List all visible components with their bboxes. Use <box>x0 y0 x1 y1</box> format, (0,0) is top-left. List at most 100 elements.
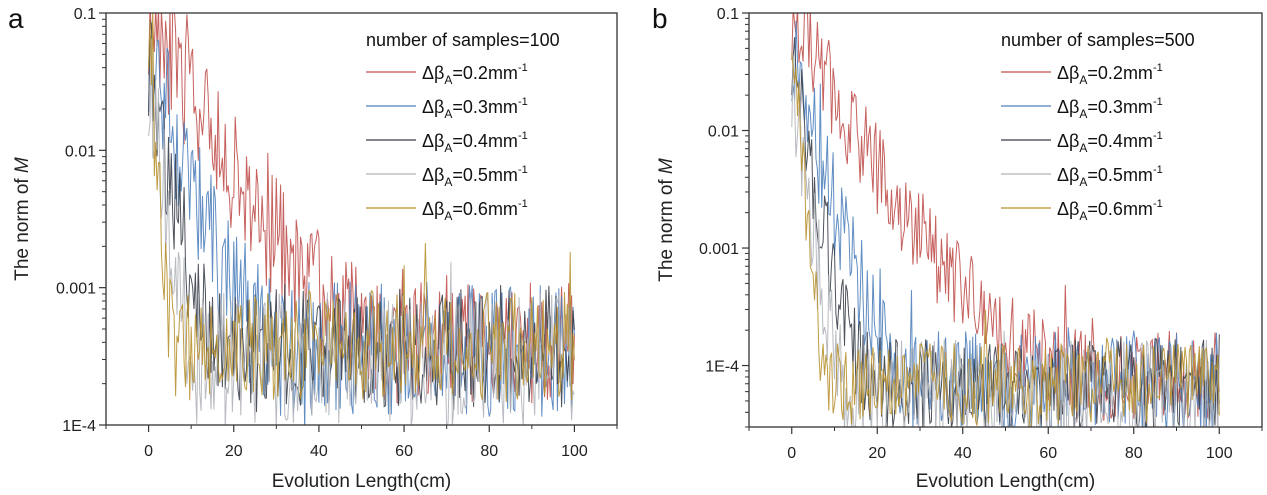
legend-item: ΔβA=0.2mm-1 <box>1001 62 1163 87</box>
legend-label-sup: -1 <box>518 96 528 108</box>
legend-label-sub: A <box>1079 141 1087 155</box>
legend-label-main: Δβ <box>1057 199 1079 219</box>
legend-label-value: =0.3mm <box>452 97 518 117</box>
legend-label: ΔβA=0.4mm-1 <box>1057 130 1163 155</box>
legend-label-main: Δβ <box>1057 165 1079 185</box>
legend-label: ΔβA=0.2mm-1 <box>1057 62 1163 87</box>
legend-label-main: Δβ <box>422 165 444 185</box>
x-tick-label: 80 <box>1125 445 1143 462</box>
panel-a: 0 20 40 60 80 100 0.1 0.01 0.001 1E-4 Evolution Le… <box>8 3 618 492</box>
panel-b: 0 20 40 60 80 100 0.1 0.01 0.001 1E-4 Evolution Le… <box>652 3 1263 492</box>
x-axis-title: Evolution Length(cm) <box>916 471 1096 492</box>
legend-label-value: =0.4mm <box>1087 131 1153 151</box>
legend-label-main: Δβ <box>1057 97 1079 117</box>
legend-item: ΔβA=0.2mm-1 <box>366 62 528 87</box>
x-tick-label: 100 <box>561 443 588 460</box>
x-tick-label: 0 <box>144 443 153 460</box>
y-axis-title-symbol: M <box>12 157 33 173</box>
legend-label: ΔβA=0.4mm-1 <box>422 130 528 155</box>
x-tick-label: 40 <box>310 443 328 460</box>
plot-area <box>791 13 1220 427</box>
legend-label-sub: A <box>1079 73 1087 87</box>
legend-label: ΔβA=0.6mm-1 <box>1057 198 1163 223</box>
legend-label-value: =0.4mm <box>452 131 518 151</box>
legend-label: ΔβA=0.6mm-1 <box>422 198 528 223</box>
legend: number of samples=500ΔβA=0.2mm-1ΔβA=0.3m… <box>1001 30 1195 223</box>
legend-label-value: =0.5mm <box>452 165 518 185</box>
legend-label-sub: A <box>1079 175 1087 189</box>
y-axis-title-text: The norm of <box>12 173 33 281</box>
legend-label: ΔβA=0.5mm-1 <box>1057 164 1163 189</box>
legend-label-sup: -1 <box>1153 96 1163 108</box>
legend-label-sub: A <box>1079 107 1087 121</box>
legend-item: ΔβA=0.3mm-1 <box>366 96 528 121</box>
legend-label-sup: -1 <box>518 164 528 176</box>
series-line-2 <box>791 37 1220 427</box>
series-line-4 <box>148 13 575 403</box>
legend-label-sub: A <box>444 209 452 223</box>
legend-label-sup: -1 <box>518 198 528 210</box>
legend-label-main: Δβ <box>422 63 444 83</box>
y-tick-label: 0.001 <box>699 241 739 258</box>
x-tick-label: 20 <box>868 445 886 462</box>
legend-label-sup: -1 <box>1153 130 1163 142</box>
legend-item: ΔβA=0.4mm-1 <box>366 130 528 155</box>
legend-item: ΔβA=0.4mm-1 <box>1001 130 1163 155</box>
series-line-4 <box>791 53 1220 427</box>
legend-label: ΔβA=0.3mm-1 <box>1057 96 1163 121</box>
x-axis-title: Evolution Length(cm) <box>272 471 452 492</box>
legend-title: number of samples=100 <box>366 30 560 50</box>
legend-label: ΔβA=0.2mm-1 <box>422 62 528 87</box>
legend-label-main: Δβ <box>422 199 444 219</box>
y-tick-label: 0.01 <box>65 143 96 160</box>
legend-title: number of samples=500 <box>1001 30 1195 50</box>
y-tick-label: 0.1 <box>717 6 739 23</box>
legend-label-sub: A <box>444 141 452 155</box>
legend-item: ΔβA=0.5mm-1 <box>1001 164 1163 189</box>
y-axis-title-text: The norm of <box>656 174 677 282</box>
legend-label: ΔβA=0.3mm-1 <box>422 96 528 121</box>
legend-label-sup: -1 <box>518 62 528 74</box>
legend-label-sup: -1 <box>1153 198 1163 210</box>
x-tick-label: 40 <box>954 445 972 462</box>
legend-label: ΔβA=0.5mm-1 <box>422 164 528 189</box>
y-axis-title-symbol: M <box>656 158 677 174</box>
legend-item: ΔβA=0.3mm-1 <box>1001 96 1163 121</box>
legend-label-main: Δβ <box>1057 131 1079 151</box>
legend-label-sub: A <box>444 73 452 87</box>
legend-label-value: =0.5mm <box>1087 165 1153 185</box>
panel-label: b <box>652 3 668 34</box>
legend-label-value: =0.3mm <box>1087 97 1153 117</box>
y-tick-label: 0.01 <box>708 124 739 141</box>
legend-label-sup: -1 <box>1153 164 1163 176</box>
x-tick-label: 60 <box>395 443 413 460</box>
legend-label-value: =0.2mm <box>1087 63 1153 83</box>
legend-label-sub: A <box>444 107 452 121</box>
legend-label-main: Δβ <box>1057 63 1079 83</box>
legend-label-value: =0.6mm <box>452 199 518 219</box>
y-tick-label: 0.001 <box>56 281 96 298</box>
panel-label: a <box>8 3 24 34</box>
series-line-0 <box>148 13 575 405</box>
x-tick-label: 100 <box>1206 445 1233 462</box>
y-tick-label: 0.1 <box>74 6 96 23</box>
plot-area <box>148 13 575 425</box>
legend-label-sup: -1 <box>1153 62 1163 74</box>
x-tick-label: 80 <box>480 443 498 460</box>
series-line-0 <box>791 13 1220 423</box>
legend-label-sup: -1 <box>518 130 528 142</box>
y-axis-title: The norm of M <box>12 157 33 281</box>
x-tick-label: 0 <box>787 445 796 462</box>
legend-item: ΔβA=0.6mm-1 <box>366 198 528 223</box>
legend-label-sub: A <box>444 175 452 189</box>
legend-label-main: Δβ <box>422 97 444 117</box>
legend-label-value: =0.2mm <box>452 63 518 83</box>
y-tick-label: 1E-4 <box>62 418 96 435</box>
legend-item: ΔβA=0.5mm-1 <box>366 164 528 189</box>
legend-label-value: =0.6mm <box>1087 199 1153 219</box>
legend-item: ΔβA=0.6mm-1 <box>1001 198 1163 223</box>
y-tick-label: 1E-4 <box>705 359 739 376</box>
legend-label-main: Δβ <box>422 131 444 151</box>
y-axis-title: The norm of M <box>656 158 677 282</box>
